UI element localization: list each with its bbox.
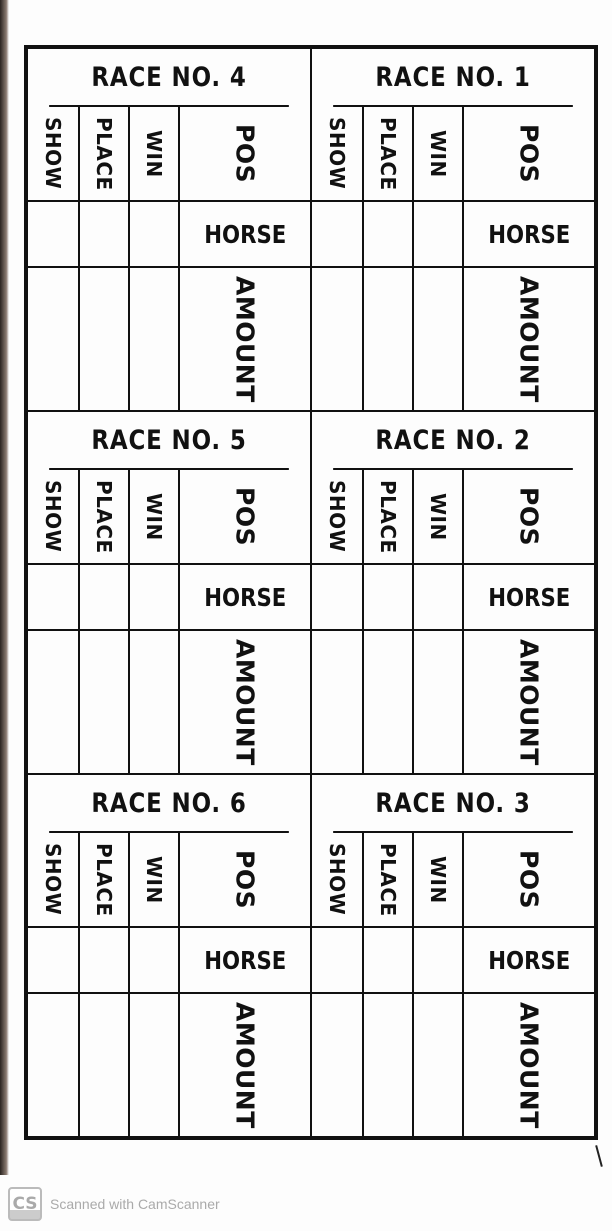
horse-label: HORSE — [180, 928, 310, 994]
place-amount-cell[interactable] — [80, 268, 130, 410]
bet-grid: SHOW PLACE WIN POS HORSE AMOUNT — [28, 470, 310, 773]
place-amount-cell[interactable] — [80, 631, 130, 773]
place-horse-cell[interactable] — [80, 202, 130, 268]
place-amount-cell[interactable] — [80, 994, 130, 1136]
show-amount-cell[interactable] — [28, 994, 80, 1136]
place-horse-cell[interactable] — [364, 928, 414, 994]
place-horse-cell[interactable] — [364, 202, 414, 268]
race-title: RACE NO. 2 — [333, 412, 573, 470]
horse-label: HORSE — [180, 202, 310, 268]
race-title: RACE NO. 5 — [49, 412, 289, 470]
race-block: RACE NO. 4 SHOW PLACE WIN POS HORSE AMOUNT — [27, 48, 311, 411]
camscanner-logo-icon: CS — [8, 1187, 42, 1221]
pen-mark — [595, 1145, 603, 1167]
amount-label: AMOUNT — [230, 638, 260, 766]
scan-edge-shadow — [0, 0, 9, 1175]
show-amount-cell[interactable] — [28, 268, 80, 410]
show-horse-cell[interactable] — [28, 202, 80, 268]
race-block: RACE NO. 2 SHOW PLACE WIN POS HORSE AMOUNT — [311, 411, 595, 774]
win-amount-cell[interactable] — [414, 268, 464, 410]
place-header: PLACE — [80, 833, 130, 928]
win-amount-cell[interactable] — [130, 631, 180, 773]
show-header: SHOW — [312, 107, 364, 202]
win-amount-cell[interactable] — [414, 631, 464, 773]
race-block: RACE NO. 1 SHOW PLACE WIN POS HORSE AMOUNT — [311, 48, 595, 411]
pos-header: POS — [180, 833, 310, 928]
show-amount-cell[interactable] — [312, 994, 364, 1136]
race-block: RACE NO. 5 SHOW PLACE WIN POS HORSE AMOUNT — [27, 411, 311, 774]
win-amount-cell[interactable] — [130, 994, 180, 1136]
win-horse-cell[interactable] — [414, 202, 464, 268]
horse-label: HORSE — [464, 565, 594, 631]
amount-label: AMOUNT — [230, 1001, 260, 1129]
show-horse-cell[interactable] — [28, 928, 80, 994]
place-horse-cell[interactable] — [80, 928, 130, 994]
place-horse-cell[interactable] — [364, 565, 414, 631]
place-horse-cell[interactable] — [80, 565, 130, 631]
show-header: SHOW — [312, 470, 364, 565]
show-amount-cell[interactable] — [312, 268, 364, 410]
win-horse-cell[interactable] — [130, 565, 180, 631]
place-header: PLACE — [80, 107, 130, 202]
race-block: RACE NO. 6 SHOW PLACE WIN POS HORSE AMOUNT — [27, 774, 311, 1137]
show-horse-cell[interactable] — [28, 565, 80, 631]
race-title: RACE NO. 4 — [49, 49, 289, 107]
win-amount-cell[interactable] — [130, 268, 180, 410]
race-block: RACE NO. 3 SHOW PLACE WIN POS HORSE AMOUNT — [311, 774, 595, 1137]
bet-grid: SHOW PLACE WIN POS HORSE AMOUNT — [28, 833, 310, 1136]
bet-grid: SHOW PLACE WIN POS HORSE AMOUNT — [312, 470, 594, 773]
win-header: WIN — [130, 833, 180, 928]
race-title: RACE NO. 3 — [333, 775, 573, 833]
bet-grid: SHOW PLACE WIN POS HORSE AMOUNT — [28, 107, 310, 410]
place-header: PLACE — [364, 107, 414, 202]
amount-label: AMOUNT — [230, 275, 260, 403]
show-horse-cell[interactable] — [312, 202, 364, 268]
horse-label: HORSE — [180, 565, 310, 631]
bet-grid: SHOW PLACE WIN POS HORSE AMOUNT — [312, 107, 594, 410]
pos-header: POS — [464, 833, 594, 928]
win-header: WIN — [414, 833, 464, 928]
watermark-text: Scanned with CamScanner — [50, 1196, 220, 1212]
show-horse-cell[interactable] — [312, 565, 364, 631]
race-title: RACE NO. 6 — [49, 775, 289, 833]
show-header: SHOW — [312, 833, 364, 928]
race-title: RACE NO. 1 — [333, 49, 573, 107]
amount-label: AMOUNT — [514, 638, 544, 766]
place-amount-cell[interactable] — [364, 994, 414, 1136]
show-horse-cell[interactable] — [312, 928, 364, 994]
win-header: WIN — [130, 107, 180, 202]
win-horse-cell[interactable] — [414, 928, 464, 994]
amount-label: AMOUNT — [514, 1001, 544, 1129]
show-header: SHOW — [28, 470, 80, 565]
pos-header: POS — [464, 107, 594, 202]
place-header: PLACE — [364, 833, 414, 928]
win-horse-cell[interactable] — [130, 928, 180, 994]
place-header: PLACE — [364, 470, 414, 565]
show-amount-cell[interactable] — [312, 631, 364, 773]
bet-grid: SHOW PLACE WIN POS HORSE AMOUNT — [312, 833, 594, 1136]
horse-label: HORSE — [464, 928, 594, 994]
win-amount-cell[interactable] — [414, 994, 464, 1136]
show-header: SHOW — [28, 833, 80, 928]
pos-header: POS — [180, 107, 310, 202]
show-amount-cell[interactable] — [28, 631, 80, 773]
win-header: WIN — [130, 470, 180, 565]
win-horse-cell[interactable] — [414, 565, 464, 631]
scanner-watermark: CS Scanned with CamScanner — [8, 1187, 220, 1221]
win-header: WIN — [414, 470, 464, 565]
place-header: PLACE — [80, 470, 130, 565]
pos-header: POS — [464, 470, 594, 565]
place-amount-cell[interactable] — [364, 268, 414, 410]
show-header: SHOW — [28, 107, 80, 202]
place-amount-cell[interactable] — [364, 631, 414, 773]
race-betting-card: RACE NO. 4 SHOW PLACE WIN POS HORSE AMOUNT RACE… — [24, 45, 598, 1140]
win-horse-cell[interactable] — [130, 202, 180, 268]
horse-label: HORSE — [464, 202, 594, 268]
win-header: WIN — [414, 107, 464, 202]
pos-header: POS — [180, 470, 310, 565]
amount-label: AMOUNT — [514, 275, 544, 403]
